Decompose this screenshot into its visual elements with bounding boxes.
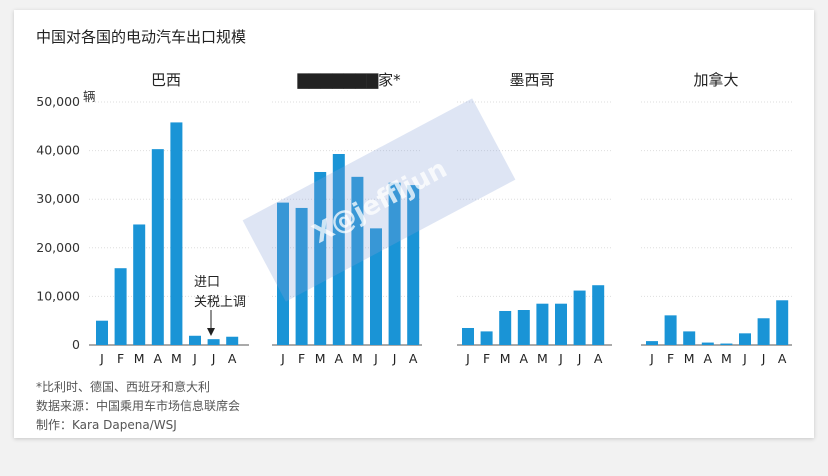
chart-card: 中国对各国的电动汽车出口规模 50,000 40,000 30,000 20,000 1… [14,10,814,438]
annotation-line-1: 进口 [194,275,220,290]
footnote-credit: 制作：Kara Dapena/WSJ [36,418,177,432]
bar [351,176,364,345]
bar [189,335,201,345]
bar [776,300,789,345]
bar [499,310,512,345]
bar [517,310,530,345]
x-tick-label: J [649,351,654,366]
x-tick-label: A [335,351,344,366]
bar [720,343,733,345]
x-tick-label: F [117,351,124,366]
bar [555,303,567,345]
panel-title: 巴西 [151,71,181,89]
bar [226,336,239,345]
bar [133,224,146,345]
x-tick-label: J [373,351,378,366]
bar [664,315,677,345]
x-tick-label: M [352,351,363,366]
x-tick-label: A [228,351,237,366]
x-tick-label: A [594,351,603,366]
bar [388,182,401,345]
y-tick-label: 50,000 [36,94,80,109]
watermark-band [242,98,516,302]
annotation-arrow-head [207,328,215,336]
panel-title: ▇▇▇▇▇▇▇家* [296,71,401,89]
panel-2: ▇▇▇▇▇▇▇家*J F M A M J J A [272,71,422,366]
bar [739,333,751,345]
x-tick-label: M [684,351,695,366]
y-tick-label: 10,000 [36,288,80,303]
bar [96,320,108,345]
bar [701,342,714,345]
y-tick-label: 0 [72,337,80,352]
bar [370,228,382,345]
bar [757,318,770,345]
panel-title: 加拿大 [693,71,738,89]
bar [295,207,308,345]
x-tick-label: F [483,351,490,366]
x-tick-label: M [171,351,182,366]
annotation-line-2: 关税上调 [194,295,246,310]
bar [536,303,549,345]
x-tick-label: M [721,351,732,366]
bar [332,154,345,345]
x-tick-label: J [392,351,397,366]
x-tick-label: F [667,351,674,366]
chart-title: 中国对各国的电动汽车出口规模 [36,28,246,46]
y-tick-label: 20,000 [36,240,80,255]
y-axis: 50,000 40,000 30,000 20,000 10,000 0 [36,94,80,352]
bar [277,202,289,345]
bar [151,149,164,345]
footnote-countries: *比利时、德国、西班牙和意大利 [36,379,210,394]
x-tick-label: J [465,351,470,366]
bar [462,327,474,345]
x-tick-label: A [409,351,418,366]
chart-figure: 中国对各国的电动汽车出口规模 50,000 40,000 30,000 20,000 1… [36,28,792,432]
x-tick-label: A [704,351,713,366]
bar [646,341,658,345]
panel-title: 墨西哥 [509,71,554,89]
x-tick-label: M [134,351,145,366]
x-tick-label: J [280,351,285,366]
x-tick-label: M [315,351,326,366]
bar [114,268,127,345]
bar [592,285,605,345]
x-tick-label: A [520,351,529,366]
x-tick-label: M [500,351,511,366]
bar [573,290,586,345]
bar [170,122,183,345]
tariff-annotation: 进口 关税上调 [194,275,246,336]
x-tick-label: F [298,351,305,366]
x-tick-label: J [99,351,104,366]
x-tick-label: J [211,351,216,366]
x-tick-label: J [742,351,747,366]
x-tick-label: A [778,351,787,366]
x-tick-label: J [192,351,197,366]
bar [480,331,493,345]
x-tick-label: J [761,351,766,366]
y-tick-label: 40,000 [36,143,80,158]
panel-1: 巴西J F M A M J J A [89,71,249,366]
footnote-source: 数据来源：中国乘用车市场信息联席会 [36,398,240,413]
bar [407,185,420,345]
x-tick-label: J [558,351,563,366]
x-tick-label: M [537,351,548,366]
y-tick-label: 30,000 [36,191,80,206]
y-unit-label: 辆 [83,89,96,104]
x-tick-label: J [577,351,582,366]
bar [683,331,696,345]
bar [207,339,220,345]
bar [314,171,327,345]
x-tick-label: A [154,351,163,366]
